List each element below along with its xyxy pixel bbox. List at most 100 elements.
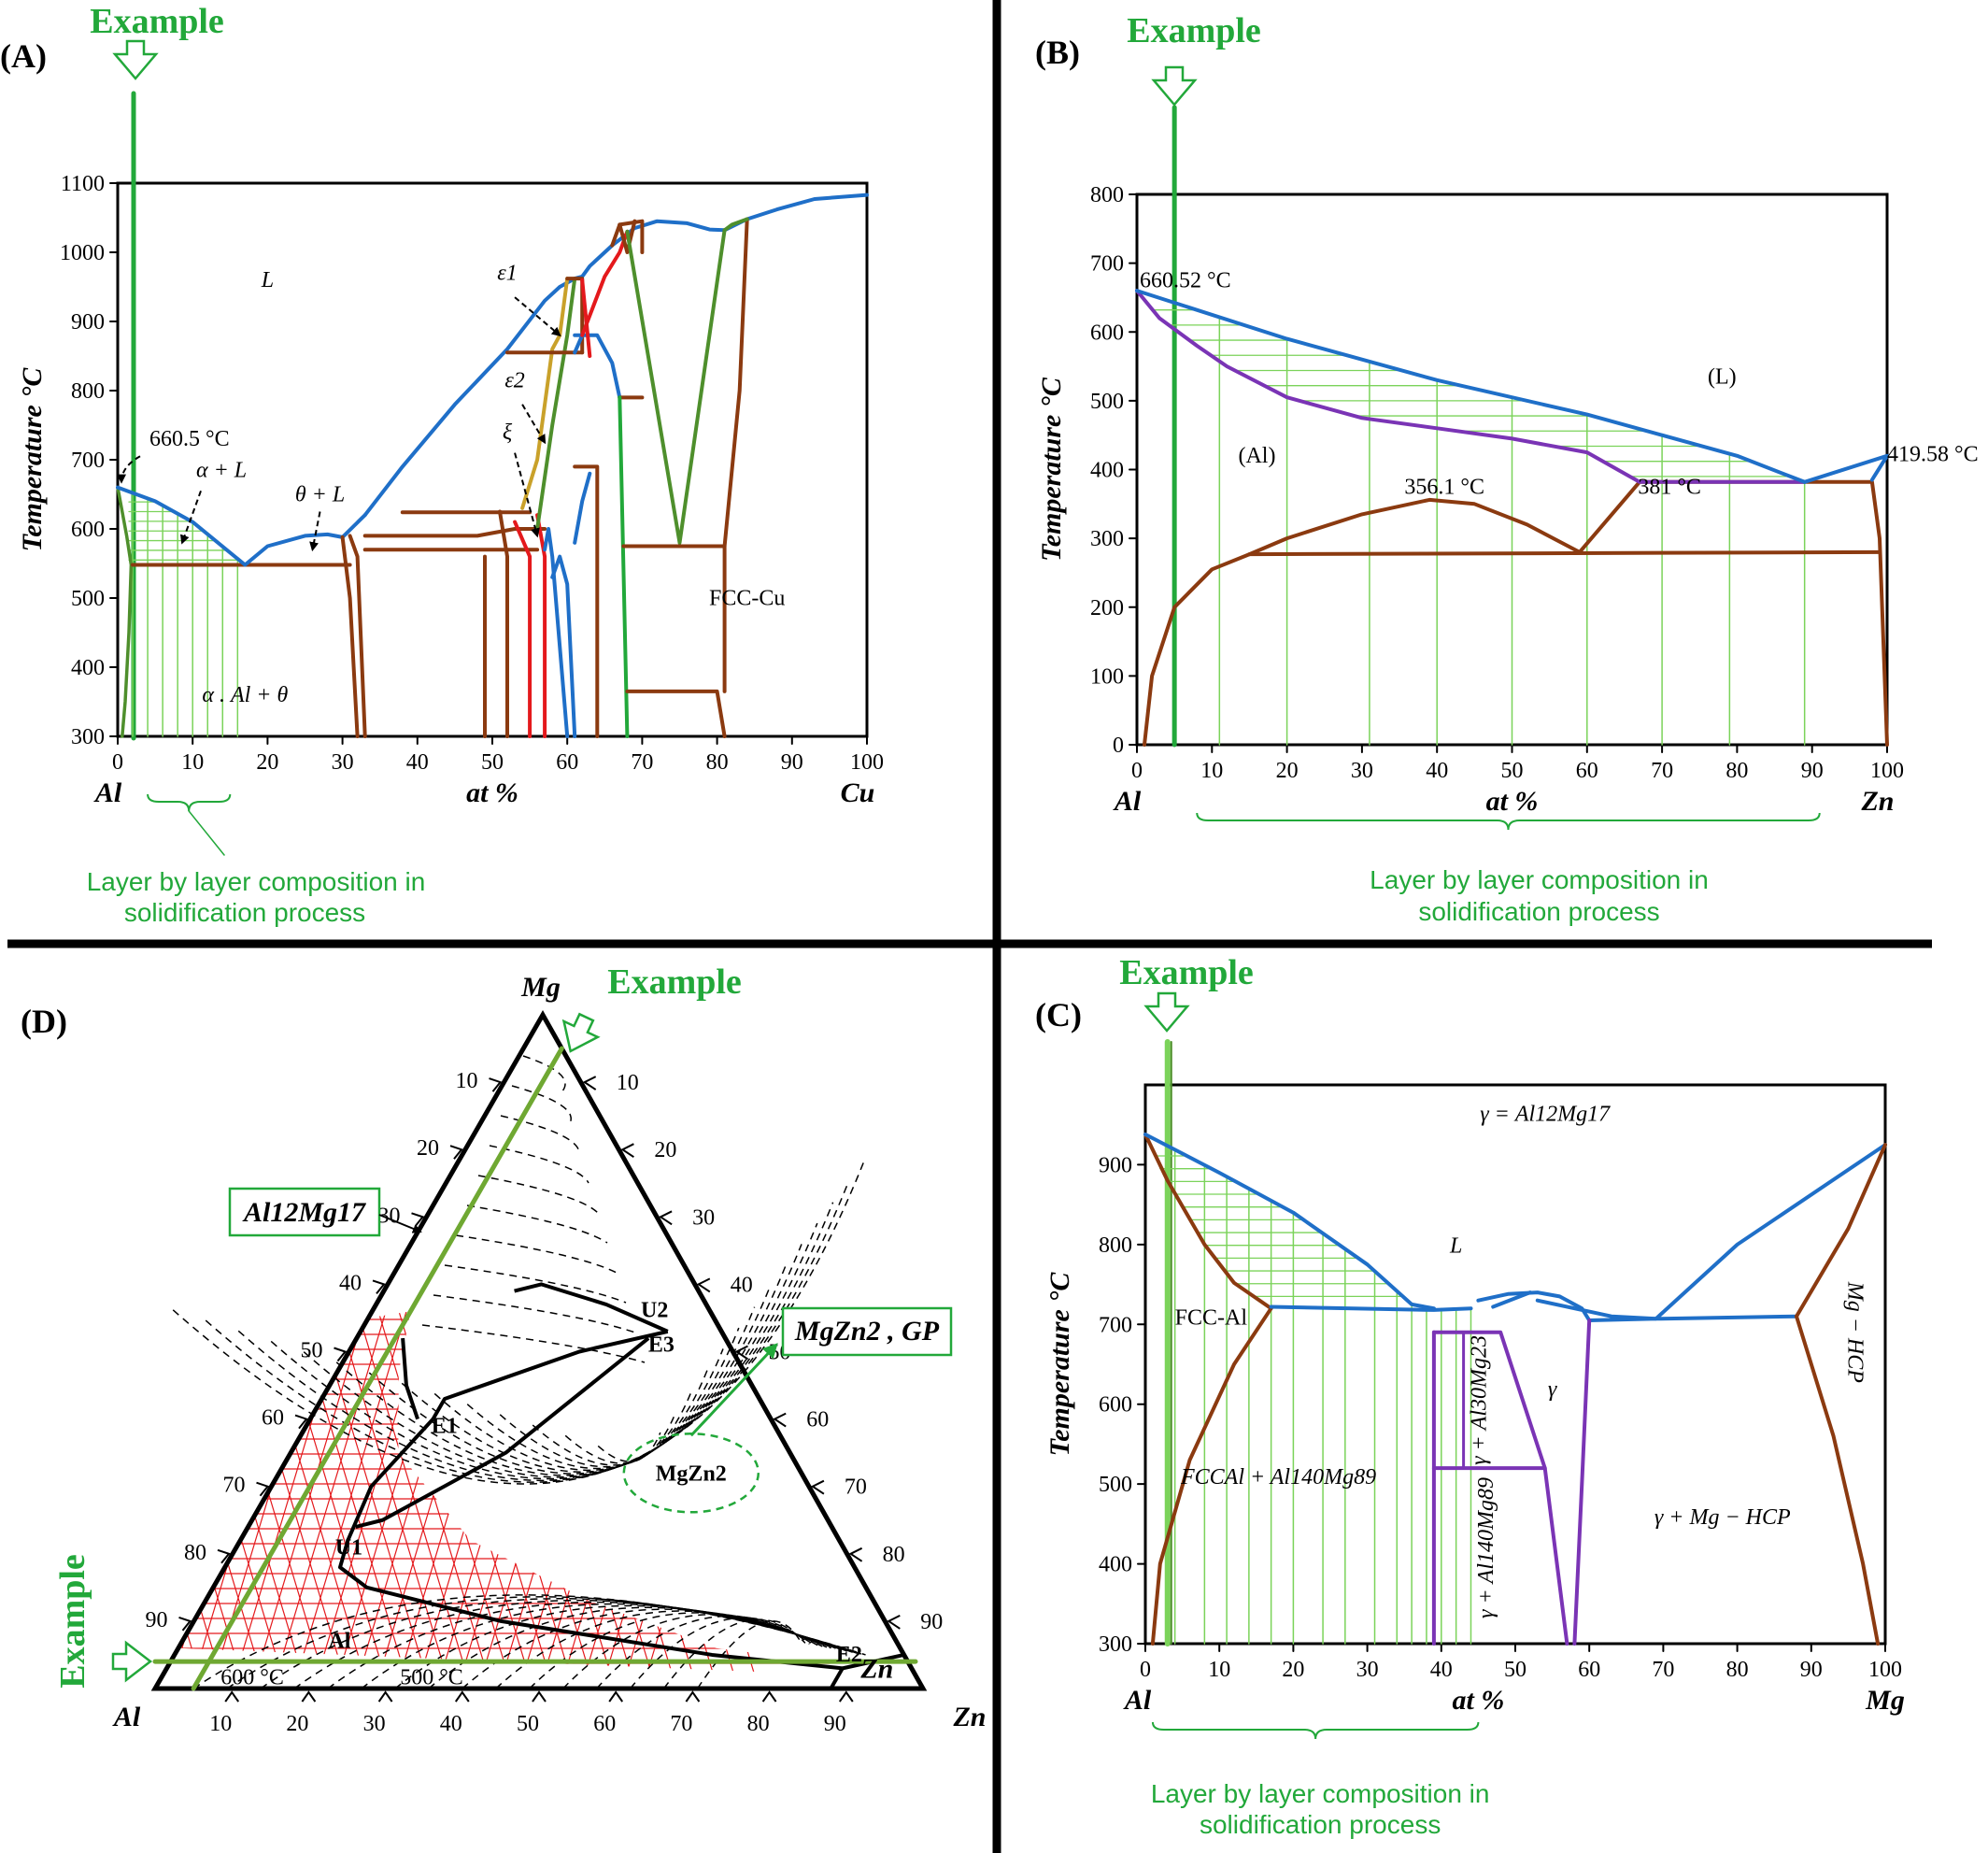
fcc-solvus <box>1150 1306 1273 1646</box>
epsilon-boundary <box>520 277 570 510</box>
boundary-e2 <box>829 1667 845 1689</box>
eutectic-line <box>1269 1304 1473 1312</box>
tick-right: 60 <box>806 1408 829 1433</box>
y-tick-label: 400 <box>71 656 105 680</box>
fcc-solidus <box>722 217 749 233</box>
region-label-theta-l: θ + L <box>295 482 345 506</box>
tick-mark <box>532 1690 547 1703</box>
note-line-1: Layer by layer composition in <box>87 867 426 896</box>
boundary-e3-u1 <box>355 1336 650 1529</box>
region-label-epsilon1: ε1 <box>497 262 517 286</box>
tick-mark <box>372 1279 386 1295</box>
callout-arrow <box>514 452 540 538</box>
hatch-line-diag <box>294 1311 408 1675</box>
example-arrow-top <box>561 1012 601 1053</box>
miscibility-peak-label: 356.1 °C <box>1404 475 1484 499</box>
example-label-top: Example <box>607 962 742 1002</box>
note-line-2: solidification process <box>1418 897 1659 926</box>
tick-right: 40 <box>731 1273 753 1297</box>
x-tick-label: 20 <box>256 750 278 775</box>
isotherm <box>529 1612 823 1689</box>
tick-left: 80 <box>184 1541 206 1565</box>
y-tick-label: 700 <box>1090 252 1124 277</box>
tick-mark <box>659 1210 673 1226</box>
isotherm <box>495 1610 828 1689</box>
tick-bottom: 80 <box>747 1712 770 1736</box>
tick-bottom: 40 <box>440 1712 462 1736</box>
example-label: Example <box>1119 953 1254 992</box>
corner-zn: Zn <box>952 1702 986 1732</box>
example-arrow-left <box>111 1640 153 1683</box>
boundary-u2 <box>514 1282 669 1333</box>
melting-point-al: 660.52 °C <box>1140 268 1231 292</box>
x-tick-label: 0 <box>1140 1658 1151 1682</box>
phase-boundary-blue <box>543 527 570 738</box>
callout-arrow-green <box>689 1343 778 1437</box>
solvus-line <box>1143 552 1252 747</box>
x-left-element: Al <box>1113 786 1142 817</box>
region-label-mg-hcp: Mg − HCP <box>1842 1281 1867 1384</box>
phase-boundary-red <box>580 229 630 337</box>
tick-right: 30 <box>692 1205 715 1230</box>
isotherm <box>511 1085 572 1124</box>
callout-arrow <box>378 1214 422 1233</box>
callout-arrow <box>309 511 321 552</box>
tick-bottom: 70 <box>670 1712 692 1736</box>
tick-left: 90 <box>146 1608 168 1632</box>
y-tick-label: 500 <box>1099 1473 1132 1497</box>
x-tick-label: 30 <box>1351 759 1373 783</box>
y-axis-label: Temperature °C <box>17 367 48 552</box>
callout-arrow <box>514 296 561 337</box>
example-label-left: Example <box>53 1554 92 1689</box>
x-tick-label: 70 <box>1651 759 1673 783</box>
isotherm <box>696 1620 802 1689</box>
liquidus-right <box>362 192 869 518</box>
tick-mark <box>449 1145 463 1160</box>
hcp-solidus <box>1795 1143 1887 1318</box>
x-axis-label: at % <box>1452 1685 1504 1716</box>
eutectoid-line <box>1247 549 1882 557</box>
isotherm <box>428 1606 836 1689</box>
x-tick-label: 10 <box>1208 1658 1230 1682</box>
tick-bottom: 20 <box>286 1712 308 1736</box>
tick-left: 60 <box>262 1406 284 1431</box>
hatch-line-diag <box>582 1311 696 1675</box>
gamma-boundary <box>625 228 727 545</box>
y-tick-label: 200 <box>1090 596 1124 620</box>
liquidus-left <box>116 485 367 567</box>
point-e2: E2 <box>836 1643 862 1667</box>
region-label-epsilon2: ε2 <box>504 368 524 392</box>
x-tick-label: 50 <box>1504 1658 1526 1682</box>
phase-boundary <box>618 219 645 254</box>
tick-mark <box>810 1479 825 1495</box>
monotectoid-label: 381 °C <box>1638 475 1701 499</box>
tick-mark <box>773 1412 787 1428</box>
callout-box-al12mg17 <box>228 1187 381 1237</box>
isotherm <box>596 1615 815 1689</box>
point-u1: U1 <box>335 1535 362 1560</box>
tick-mark <box>217 1548 231 1564</box>
tick-mark <box>620 1143 634 1159</box>
x-tick-label: 40 <box>406 750 429 775</box>
example-arrow <box>1151 65 1198 107</box>
x-tick-label: 0 <box>112 750 123 775</box>
y-tick-label: 700 <box>71 449 105 473</box>
y-tick-label: 600 <box>1090 321 1124 345</box>
isotherm <box>466 1348 724 1470</box>
isotherm <box>662 1618 806 1689</box>
isotherm <box>500 1115 580 1154</box>
solidus-line <box>1135 289 1807 484</box>
example-line-diagonal <box>191 1046 564 1691</box>
tick-bottom: 50 <box>517 1712 539 1736</box>
x-left-element: Al <box>93 777 122 808</box>
tick-mark <box>608 1690 624 1703</box>
region-label-gamma-al30mg23: γ + Al30Mg23 <box>1467 1335 1491 1465</box>
tick-bottom: 10 <box>209 1712 232 1736</box>
tick-mark <box>582 1076 597 1090</box>
phase-boundary-blue <box>573 333 622 400</box>
hatch-line-diag <box>178 1311 264 1675</box>
y-tick-label: 300 <box>71 725 105 749</box>
x-tick-label: 20 <box>1276 759 1299 783</box>
note-line-1: Layer by layer composition in <box>1370 865 1709 894</box>
